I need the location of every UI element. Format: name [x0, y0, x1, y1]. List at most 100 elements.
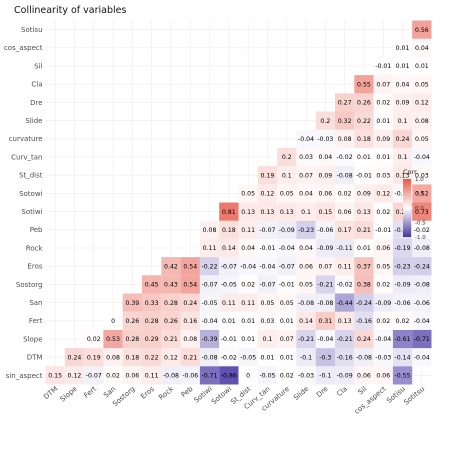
y-tick-label: Slope	[23, 335, 42, 343]
corr-curvature-Fert-cell	[277, 311, 297, 330]
corr-Eros-Fert-cell	[142, 311, 162, 330]
corr-Sil-San-cell	[354, 293, 374, 312]
corr-Slide-curvature-cell	[296, 129, 316, 148]
y-tick-label: Sil	[34, 62, 42, 70]
corr-Sotisu-Slope-value: -0.61	[395, 336, 411, 343]
corr-Sotowi-Eros-cell	[219, 257, 239, 276]
corr-sin_aspect-Curv_tan-value: -0.05	[259, 373, 275, 380]
corr-Dre-curvature-cell	[315, 129, 335, 148]
corr-Sotitsu-Sostorg-cell	[412, 275, 432, 294]
y-tick-label: Sotiwi	[21, 208, 42, 216]
corr-Sil-Slope-value: 0.24	[357, 336, 371, 343]
corr-curvature-Rock-value: -0.04	[279, 245, 295, 252]
corr-Curv_tan-Fert-value: 0.03	[261, 318, 275, 325]
corr-Sotowi-DTM-value: -0.02	[221, 354, 237, 361]
corr-Slide-Peb-value: -0.23	[298, 227, 314, 234]
corr-sin_aspect-Sostorg-cell	[122, 366, 142, 385]
corr-sin_aspect-Sil-cell	[354, 366, 374, 385]
corr-sin_aspect-San-cell	[103, 366, 123, 385]
corr-Sotisu-Slide-value: 0.1	[398, 118, 408, 125]
y-tick-label: Sotisu	[21, 26, 43, 34]
corr-Sotisu-Fert-cell	[392, 311, 413, 330]
corr-Sotowi-Eros-value: -0.07	[221, 263, 237, 270]
corr-Sil-Rock-value: 0.01	[357, 245, 371, 252]
corr-Sotisu-Peb-value: -0.15	[395, 227, 411, 234]
corr-Rock-Slope-cell	[161, 329, 181, 349]
corr-Sotitsu-Slope-cell	[412, 329, 432, 349]
corr-Dre-Eros-cell	[315, 257, 335, 276]
corr-Cla-Fert-cell	[335, 311, 355, 330]
corr-Curv_tan-St_dist-value: 0.19	[261, 172, 275, 179]
corr-San-Fert-cell	[103, 311, 123, 330]
corr-Curv_tan-Eros-value: -0.04	[259, 263, 275, 270]
corr-sin_aspect-Slope-cell	[64, 366, 85, 385]
corr-cos_aspect-Cla-value: 0.07	[376, 81, 390, 88]
corr-Sotiwi-San-value: -0.05	[202, 300, 218, 307]
x-tick-label: Peb	[180, 385, 195, 400]
corr-sin_aspect-cos_aspect-value: 0.06	[376, 373, 390, 380]
corr-Sotisu-St_dist-value: 0.13	[396, 172, 410, 179]
y-axis-labels: Sotisu cos_aspect Sil Cla Dre Slide curvature C…	[4, 26, 44, 380]
corr-Sotisu-Sil-value: 0.01	[396, 63, 410, 70]
corr-cos_aspect-Dre-cell	[373, 93, 393, 112]
corr-curvature-St_dist-cell	[277, 166, 297, 185]
corr-Curv_tan-San-cell	[257, 293, 278, 312]
x-tick-label: Dre	[315, 385, 330, 399]
corr-curvature-San-cell	[277, 293, 297, 312]
corr-Eros-DTM-value: 0.22	[145, 354, 159, 361]
corr-Peb-San-value: 0.24	[183, 300, 197, 307]
corr-Curv_tan-Peb-cell	[257, 220, 278, 239]
x-tick-label: Sotowi	[210, 385, 233, 406]
corr-Cla-DTM-cell	[335, 348, 355, 367]
corr-Sotisu-Rock-value: -0.19	[395, 245, 411, 252]
corr-Sotitsu-Peb-cell	[412, 220, 432, 239]
chart-title: Collinearity of variables	[14, 5, 126, 16]
corr-sin_aspect-Sil-value: 0.06	[357, 373, 371, 380]
corr-sin_aspect-Curv_tan-cell	[257, 366, 278, 385]
legend: Corr 1.0 0.5 0.0 -0.5 -1.0	[403, 168, 426, 241]
corr-sin_aspect-DTM-cell	[45, 366, 65, 385]
corr-sin_aspect-Sotisu-value: -0.55	[395, 373, 411, 380]
corr-Rock-Fert-cell	[161, 311, 181, 330]
corr-Sotitsu-DTM-value: -0.04	[414, 354, 430, 361]
corr-St_dist-Peb-value: 0.11	[241, 227, 255, 234]
corr-Sil-St_dist-cell	[354, 166, 374, 185]
corr-cos_aspect-Sostorg-value: 0.02	[376, 282, 390, 289]
corr-Sotisu-Sotowi-value: -0.03	[395, 191, 411, 198]
y-tick-label: DTM	[27, 354, 43, 362]
corr-Cla-St_dist-value: -0.08	[337, 172, 353, 179]
corr-Sostorg-Fert-value: 0.26	[125, 318, 139, 325]
legend-colorbar	[403, 179, 411, 237]
corr-Slope-DTM-value: 0.24	[68, 354, 82, 361]
x-tick-label: San	[102, 385, 117, 400]
corr-San-Slope-value: 0.53	[106, 336, 120, 343]
corr-Slide-Eros-cell	[296, 257, 316, 276]
corr-Dre-San-cell	[315, 293, 335, 312]
corr-Sotiwi-DTM-value: -0.08	[202, 354, 218, 361]
corr-Sil-Sotowi-value: 0.09	[357, 191, 371, 198]
corr-St_dist-DTM-value: -0.05	[240, 354, 256, 361]
corr-cos_aspect-Cla-cell	[373, 75, 393, 94]
corr-Slide-Sotowi-cell	[296, 184, 316, 203]
x-tick-label: Rock	[157, 384, 176, 401]
corr-curvature-DTM-value: 0.01	[280, 354, 294, 361]
corr-Curv_tan-Sotowi-cell	[257, 184, 278, 203]
corr-Curv_tan-Fert-cell	[257, 311, 278, 330]
corr-Peb-Eros-cell	[180, 257, 200, 276]
corr-curvature-Peb-cell	[277, 220, 297, 239]
corr-cos_aspect-Sotowi-value: 0.12	[376, 191, 390, 198]
corr-Dre-San-value: -0.08	[317, 300, 333, 307]
corr-sin_aspect-Sotisu-cell	[392, 366, 413, 385]
corr-Cla-Sotowi-value: 0.02	[338, 191, 352, 198]
corr-Sotisu-Curv_tan-value: 0.1	[398, 154, 408, 161]
corr-Sotitsu-Eros-value: -0.24	[414, 263, 430, 270]
corr-sin_aspect-Slide-value: -0.03	[298, 373, 314, 380]
corr-Sotisu-Sil-cell	[392, 56, 413, 76]
corr-Sotitsu-St_dist-value: 0.03	[415, 172, 429, 179]
corr-Rock-Eros-value: 0.42	[164, 263, 178, 270]
corr-cos_aspect-St_dist-cell	[373, 166, 393, 185]
corr-Sotitsu-Dre-cell	[412, 93, 432, 112]
corr-Slide-Peb-cell	[296, 220, 316, 239]
corr-Sotisu-Dre-cell	[392, 93, 413, 112]
corr-Sotitsu-curvature-value: 0.05	[415, 136, 429, 143]
